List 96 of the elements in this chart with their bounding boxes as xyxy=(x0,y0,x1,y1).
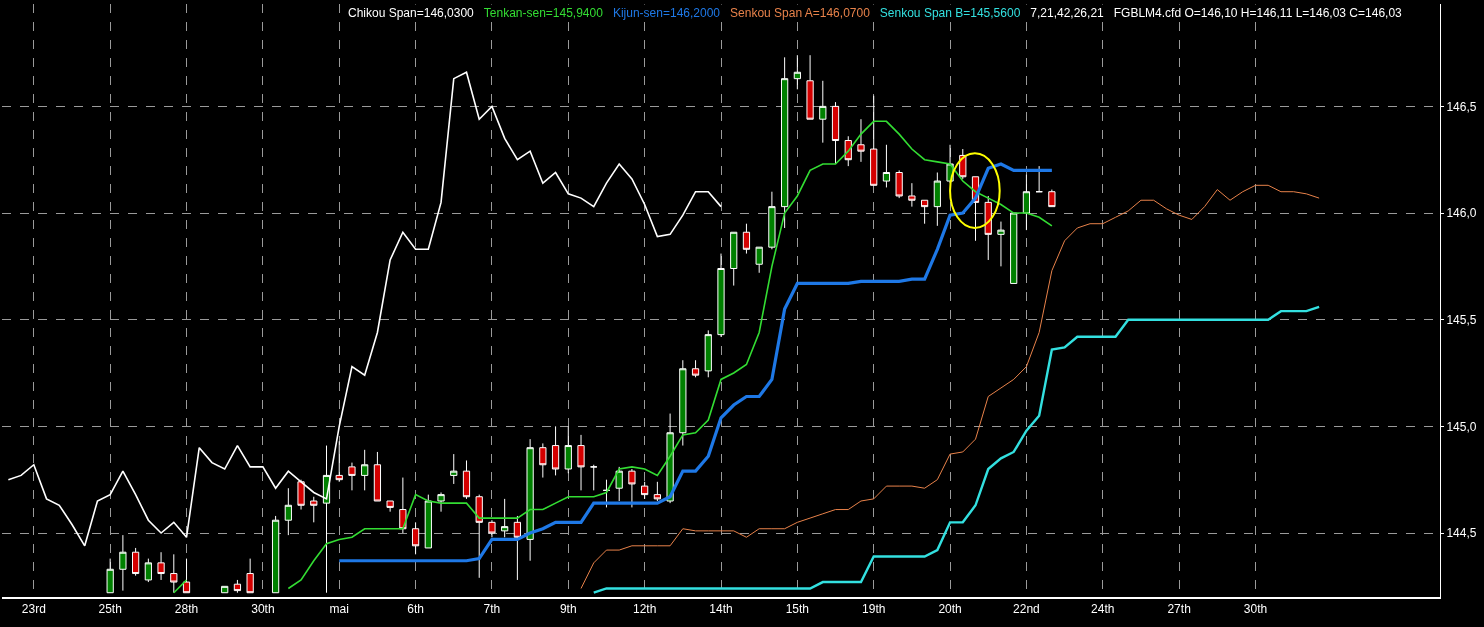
candlestick xyxy=(768,191,776,250)
y-tick-label: 145,0 xyxy=(1446,419,1477,434)
candlestick xyxy=(386,500,394,513)
text: Senkou Span A=146,0700 xyxy=(730,6,871,20)
candlestick xyxy=(831,101,840,165)
candlestick xyxy=(1022,174,1031,231)
y-tick-label: 144,5 xyxy=(1446,526,1477,541)
line-series xyxy=(580,184,1320,589)
candlestick xyxy=(882,144,891,188)
x-tick-label: 9th xyxy=(559,602,577,617)
x-tick-label: 22nd xyxy=(1013,602,1040,617)
text: Senkou Span B=145,5600 xyxy=(879,6,1021,20)
candlestick xyxy=(462,459,471,500)
x-tick-label: 12th xyxy=(632,602,657,617)
candlestick xyxy=(551,425,560,476)
line-series xyxy=(337,162,1054,563)
candlestick xyxy=(908,182,916,208)
x-tick-label: 20th xyxy=(938,602,962,617)
candlestick xyxy=(870,95,878,186)
candlestick xyxy=(755,246,763,274)
candlestick xyxy=(475,494,483,579)
candlestick xyxy=(653,481,661,502)
x-tick-label: 23rd xyxy=(21,602,46,617)
candlestick xyxy=(564,425,572,474)
candlestick xyxy=(246,558,254,594)
candlestick xyxy=(437,491,445,513)
x-tick-label: 7th xyxy=(483,602,501,617)
y-tick-label: 145,5 xyxy=(1446,312,1477,327)
candlestick xyxy=(641,481,649,500)
candlestick xyxy=(793,54,801,90)
candlestick xyxy=(920,199,929,225)
candlestick xyxy=(717,253,725,338)
line-series xyxy=(592,305,1321,594)
candlestick xyxy=(1035,165,1043,193)
candlestick xyxy=(933,172,941,227)
y-tick-label: 146,0 xyxy=(1446,206,1477,221)
candlestick xyxy=(895,169,903,199)
candlestick xyxy=(590,464,598,491)
candlestick xyxy=(450,453,458,485)
x-tick-label: 6th xyxy=(407,602,424,617)
candlestick xyxy=(781,56,789,229)
x-tick-label: 15th xyxy=(785,602,810,617)
candlestick xyxy=(857,118,865,163)
candlestick xyxy=(806,54,814,120)
candlestick xyxy=(335,440,343,483)
candlestick xyxy=(361,449,369,491)
x-tick-label: mai xyxy=(329,602,349,617)
x-tick-label: 14th xyxy=(709,602,733,617)
candlestick xyxy=(424,494,432,549)
candlestick xyxy=(704,329,712,378)
candlestick xyxy=(513,515,522,581)
candlestick xyxy=(628,468,636,508)
annotation: FGBLM4.cfd O=146,10 H=146,11 L=146,03 C=146,03 xyxy=(1113,6,1403,20)
candlestick xyxy=(182,558,191,594)
candlestick xyxy=(742,223,751,255)
candlestick xyxy=(348,462,356,491)
candlestick xyxy=(132,547,140,577)
text: Tenkan-sen=145,9400 xyxy=(483,6,604,20)
x-tick-label: 28th xyxy=(174,602,199,617)
candlestick xyxy=(501,498,509,538)
candlestick xyxy=(984,195,992,261)
candlestick xyxy=(157,551,165,581)
candlestick xyxy=(997,221,1005,267)
x-tick-label: 30th xyxy=(251,602,275,617)
candlestick xyxy=(411,521,420,555)
candlestick xyxy=(170,553,178,594)
text: Chikou Span=146,0300 xyxy=(348,6,475,20)
candlestick xyxy=(577,434,585,491)
candlestick xyxy=(539,442,547,479)
x-tick-label: 27th xyxy=(1167,602,1191,617)
candlestick xyxy=(297,479,305,511)
x-tick-label: 30th xyxy=(1243,602,1268,617)
candlestick xyxy=(1048,189,1056,208)
annotation: 7,21,42,26,21 xyxy=(1030,6,1105,20)
text: Kijun-sen=146,2000 xyxy=(612,6,721,20)
candlestick xyxy=(615,466,623,502)
candlestick xyxy=(488,519,496,538)
candlestick xyxy=(271,515,280,594)
candlestick xyxy=(373,451,382,502)
candlestick xyxy=(233,579,242,594)
candlestick xyxy=(730,231,738,287)
candlestick xyxy=(1010,212,1018,284)
candlestick xyxy=(602,479,611,508)
candlestick xyxy=(526,438,534,562)
candlestick xyxy=(144,558,152,583)
x-tick-label: 19th xyxy=(862,602,886,617)
candlestick xyxy=(691,359,700,378)
candlestick xyxy=(679,359,687,447)
candlestick xyxy=(819,80,827,144)
candlestick xyxy=(119,534,127,592)
candlestick xyxy=(284,487,292,536)
x-tick-label: 24th xyxy=(1091,602,1115,617)
candlestick xyxy=(106,558,114,594)
y-tick-label: 146,5 xyxy=(1446,99,1477,114)
candlestick xyxy=(310,496,318,523)
x-tick-label: 25th xyxy=(98,602,122,617)
